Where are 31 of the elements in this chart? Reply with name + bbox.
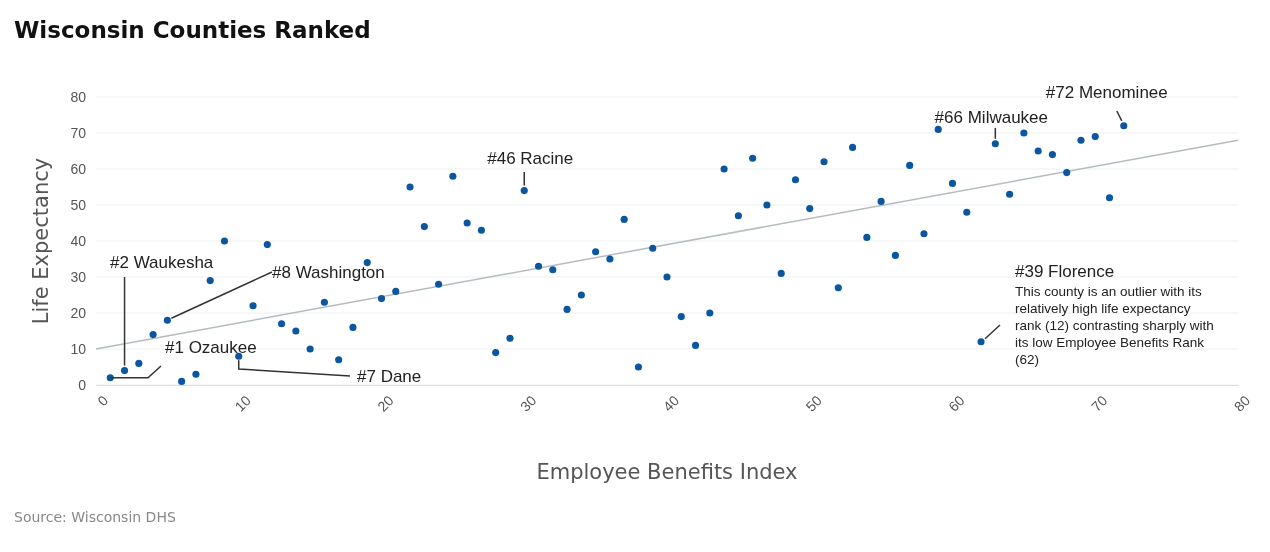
x-tick-label: 70 [1088, 392, 1111, 415]
annotation: #7 Dane [357, 367, 422, 386]
x-tick-label: 80 [1230, 392, 1254, 415]
y-tick-label: 30 [70, 268, 87, 285]
y-tick-label: 20 [70, 304, 87, 321]
x-tick-label: 40 [659, 392, 683, 415]
annotation: This county is an outlier with its relatively high life expectancy rank (12) contrasting sharply with its low Employee Benefits Rank (62) [1015, 284, 1214, 367]
annotation: #66 Milwaukee [934, 108, 1049, 127]
y-axis-title: Life Expectancy [29, 157, 53, 325]
x-tick-label: 20 [374, 392, 397, 415]
y-tick-label: 80 [70, 88, 87, 105]
y-tick-label: 60 [70, 160, 87, 177]
annotation: #2 Waukesha [110, 253, 214, 272]
x-tick-label: 10 [231, 392, 255, 415]
annotation: #1 Ozaukee [165, 338, 257, 357]
annotation: #72 Menominee [1045, 83, 1168, 102]
x-tick-label: 50 [802, 392, 826, 415]
chart-title: Wisconsin Counties Ranked [14, 17, 371, 43]
y-tick-label: 70 [70, 124, 87, 141]
x-tick-label: 60 [945, 392, 968, 415]
y-tick-label: 50 [70, 196, 87, 213]
x-tick-label: 30 [517, 392, 540, 415]
source-note: Source: Wisconsin DHS [14, 509, 176, 525]
x-tick-label: 0 [94, 392, 112, 410]
y-tick-label: 40 [70, 232, 87, 249]
annotation: #8 Washington [272, 263, 385, 282]
annotation: #46 Racine [487, 149, 574, 168]
y-tick-label: 0 [78, 376, 87, 393]
y-tick-label: 10 [70, 340, 87, 357]
annotation: #39 Florence [1015, 262, 1115, 281]
x-axis-title: Employee Benefits Index [536, 460, 798, 484]
